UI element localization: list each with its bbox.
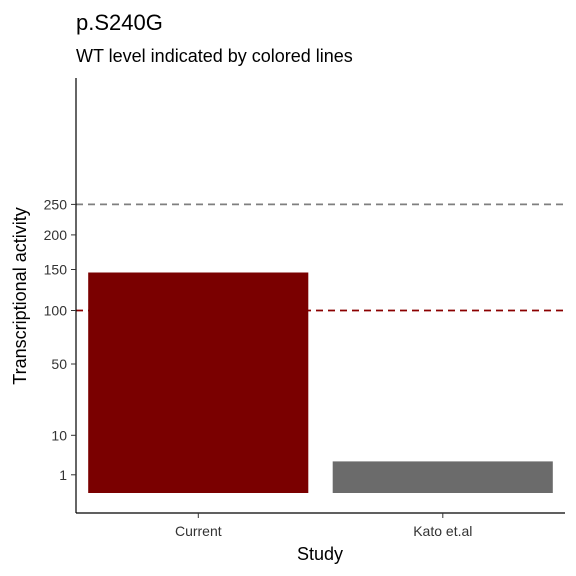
y-tick-label: 100	[44, 303, 68, 319]
x-axis-title: Study	[297, 544, 343, 564]
x-axis-ticks: Current Kato et.al	[175, 513, 472, 539]
bar-kato-et-al	[332, 461, 553, 493]
chart-subtitle: WT level indicated by colored lines	[76, 46, 353, 66]
y-axis-title: Transcriptional activity	[10, 207, 30, 384]
y-tick-label: 1	[59, 467, 67, 483]
chart-title: p.S240G	[76, 10, 163, 35]
y-tick-label: 10	[51, 427, 67, 443]
y-tick-label: 200	[44, 227, 68, 243]
y-tick-label: 150	[44, 262, 68, 278]
y-axis-ticks: 1 10 50 100 150 200 250	[44, 196, 76, 483]
bar-current	[88, 272, 309, 493]
bars	[88, 272, 553, 493]
y-tick-label: 50	[51, 356, 67, 372]
x-tick-label: Kato et.al	[413, 523, 472, 539]
reference-lines	[76, 203, 565, 312]
x-tick-label: Current	[175, 523, 222, 539]
y-tick-label: 250	[44, 196, 68, 212]
